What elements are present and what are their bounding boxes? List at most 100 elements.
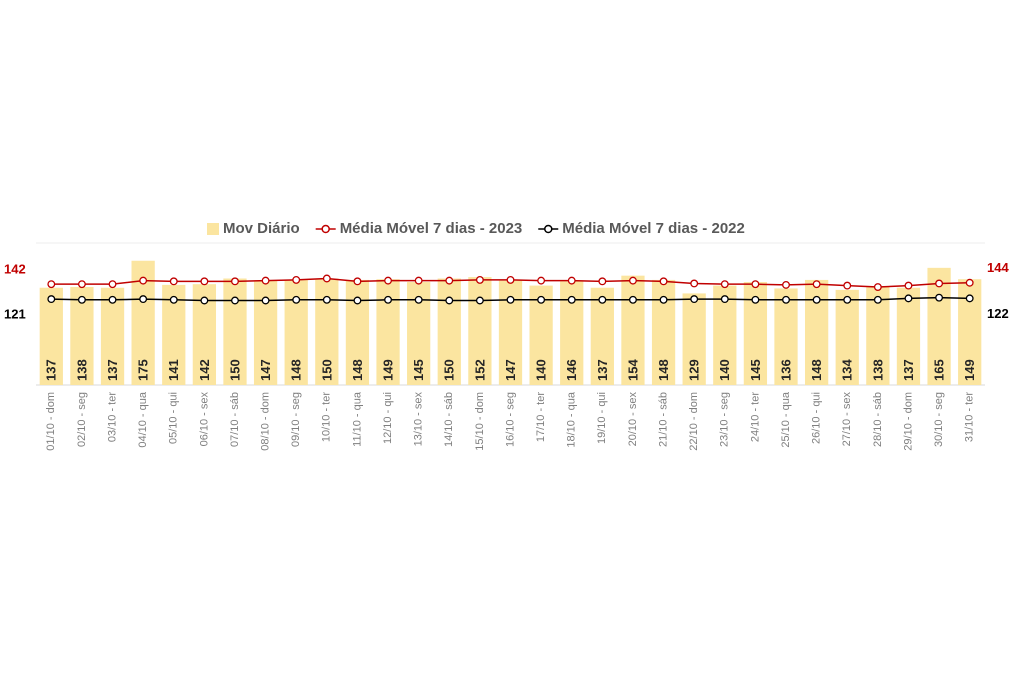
bar-value-label: 137 bbox=[901, 359, 916, 381]
point bbox=[782, 280, 790, 289]
point bbox=[445, 276, 454, 285]
bar bbox=[468, 277, 492, 385]
x-tick-label: 04/10 - qua bbox=[137, 391, 149, 448]
point bbox=[231, 296, 239, 305]
bar-value-label: 140 bbox=[534, 359, 549, 381]
bar-value-label: 141 bbox=[166, 359, 181, 381]
legend-label: Mov Diário bbox=[223, 220, 300, 237]
x-tick-label: 23/10 - seg bbox=[719, 392, 731, 447]
bar-value-label: 152 bbox=[472, 359, 487, 381]
point bbox=[139, 295, 148, 304]
point bbox=[322, 295, 331, 304]
bar bbox=[498, 280, 523, 385]
point bbox=[77, 280, 86, 289]
point bbox=[47, 280, 56, 289]
point bbox=[659, 295, 668, 304]
point bbox=[445, 296, 454, 305]
x-tick-label: 09/10 - seg bbox=[290, 392, 302, 447]
bar bbox=[39, 287, 63, 385]
point bbox=[904, 294, 913, 303]
point bbox=[843, 295, 852, 304]
legend-swatch bbox=[207, 223, 219, 235]
bar bbox=[70, 287, 94, 385]
x-tick-label: 08/10 - dom bbox=[260, 392, 272, 451]
bar bbox=[774, 288, 798, 385]
bar bbox=[437, 278, 461, 385]
bar-value-label: 149 bbox=[380, 359, 395, 381]
point bbox=[873, 283, 882, 291]
x-tick-label: 14/10 - sáb bbox=[443, 392, 455, 447]
bar-value-label: 149 bbox=[962, 359, 977, 381]
bar-value-label: 129 bbox=[687, 359, 702, 381]
bar bbox=[162, 284, 186, 385]
point bbox=[506, 275, 515, 284]
point bbox=[659, 277, 668, 286]
x-tick-label: 17/10 - ter bbox=[535, 392, 547, 442]
bar-value-label: 137 bbox=[595, 359, 610, 381]
point bbox=[904, 281, 913, 290]
point bbox=[200, 296, 209, 305]
point bbox=[475, 275, 484, 284]
x-tick-label: 12/10 - qui bbox=[382, 392, 394, 444]
x-tick-label: 24/10 - ter bbox=[749, 392, 761, 442]
x-tick-label: 21/10 - sáb bbox=[657, 392, 669, 447]
point bbox=[751, 295, 760, 304]
point bbox=[567, 276, 576, 285]
point bbox=[384, 276, 392, 285]
point bbox=[935, 293, 944, 302]
x-tick-label: 18/10 - qua bbox=[566, 391, 578, 448]
bar bbox=[376, 279, 400, 385]
point bbox=[690, 295, 699, 304]
point bbox=[414, 295, 423, 304]
point bbox=[812, 295, 821, 304]
point bbox=[169, 295, 178, 304]
bar bbox=[345, 279, 370, 385]
point bbox=[537, 295, 546, 304]
bar-value-label: 148 bbox=[289, 359, 304, 381]
x-tick-label: 27/10 - sex bbox=[841, 392, 853, 447]
x-tick-label: 25/10 - qua bbox=[780, 391, 792, 448]
point bbox=[751, 280, 760, 289]
bar-value-label: 148 bbox=[809, 359, 824, 381]
endpoint-label: 142 bbox=[4, 262, 26, 277]
bar-value-label: 142 bbox=[197, 359, 212, 381]
bar bbox=[223, 278, 247, 385]
x-tick-label: 03/10 - ter bbox=[106, 392, 118, 442]
point bbox=[261, 276, 270, 285]
endpoint-label: 121 bbox=[4, 307, 26, 322]
point bbox=[690, 279, 699, 288]
point bbox=[965, 278, 974, 287]
point bbox=[598, 277, 607, 286]
x-tick-label: 30/10 - seg bbox=[933, 392, 945, 447]
point bbox=[292, 295, 301, 304]
point bbox=[47, 295, 56, 304]
point bbox=[384, 295, 392, 304]
bar-value-label: 165 bbox=[932, 359, 947, 381]
bar bbox=[621, 275, 645, 385]
endpoint-label: 122 bbox=[987, 306, 1009, 321]
point bbox=[322, 274, 331, 283]
legend-label: Média Móvel 7 dias - 2023 bbox=[340, 220, 523, 237]
point bbox=[598, 295, 607, 304]
x-tick-label: 07/10 - sáb bbox=[229, 392, 241, 447]
bar bbox=[590, 287, 614, 385]
bar-value-label: 145 bbox=[411, 359, 426, 381]
bar bbox=[100, 287, 125, 385]
point bbox=[200, 277, 209, 286]
bar-value-label: 137 bbox=[44, 359, 59, 381]
bar bbox=[315, 278, 339, 385]
point bbox=[261, 296, 270, 305]
bar-value-label: 148 bbox=[656, 359, 671, 381]
bar bbox=[713, 285, 737, 385]
point bbox=[506, 295, 515, 304]
bar bbox=[866, 287, 890, 385]
point bbox=[231, 277, 239, 286]
point bbox=[720, 295, 729, 304]
legend-marker bbox=[321, 224, 330, 234]
x-tick-label: 06/10 - sex bbox=[198, 392, 210, 447]
x-tick-label: 13/10 - sex bbox=[413, 392, 425, 447]
x-tick-label: 02/10 - seg bbox=[76, 392, 88, 447]
bar-value-label: 150 bbox=[442, 359, 457, 381]
bar bbox=[743, 282, 768, 385]
bar bbox=[958, 279, 982, 385]
